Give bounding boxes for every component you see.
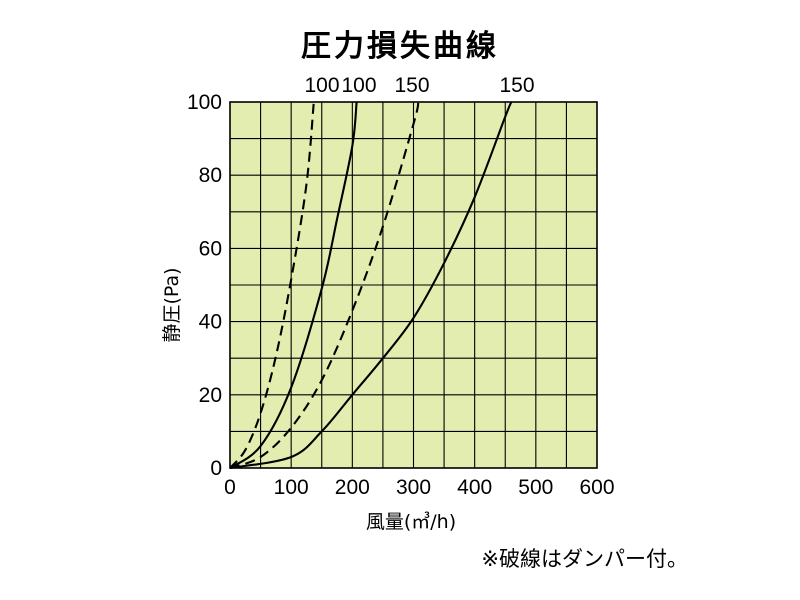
y-tick-label: 40 xyxy=(199,311,222,334)
chart-title: 圧力損失曲線 xyxy=(301,29,499,64)
curve-label: 150 xyxy=(499,74,534,97)
curve-label: 100 xyxy=(304,74,339,97)
x-tick-label: 0 xyxy=(224,476,236,499)
y-tick-label: 80 xyxy=(199,164,222,187)
x-tick-label: 500 xyxy=(518,476,553,499)
x-tick-label: 300 xyxy=(396,476,431,499)
grid-lines xyxy=(230,102,597,468)
curve-dashed-150 xyxy=(229,101,420,469)
y-tick-label: 100 xyxy=(187,91,222,114)
curves xyxy=(229,101,513,470)
plot-frame xyxy=(229,101,598,469)
y-axis-ticks: 0 20 40 60 80 100 xyxy=(187,91,222,480)
x-tick-label: 100 xyxy=(274,476,309,499)
curve-solid-150 xyxy=(229,101,513,470)
y-tick-label: 60 xyxy=(199,237,222,260)
curve-label: 150 xyxy=(394,74,429,97)
x-tick-label: 200 xyxy=(335,476,370,499)
x-tick-label: 400 xyxy=(457,476,492,499)
y-axis-label: 静圧(Pa) xyxy=(161,267,183,342)
curve-dashed-100 xyxy=(229,101,315,469)
x-axis-label: 風量(㎥/h) xyxy=(366,511,456,533)
x-tick-label: 600 xyxy=(579,476,614,499)
x-axis-ticks: 0 100 200 300 400 500 600 xyxy=(224,476,614,499)
curve-labels: 100 100 150 150 xyxy=(304,74,534,97)
curve-label: 100 xyxy=(341,74,376,97)
dashed-line-note: ※破線はダンパー付。 xyxy=(481,547,688,571)
curve-solid-100 xyxy=(229,101,358,469)
y-tick-label: 0 xyxy=(210,457,222,480)
y-tick-label: 20 xyxy=(199,384,222,407)
